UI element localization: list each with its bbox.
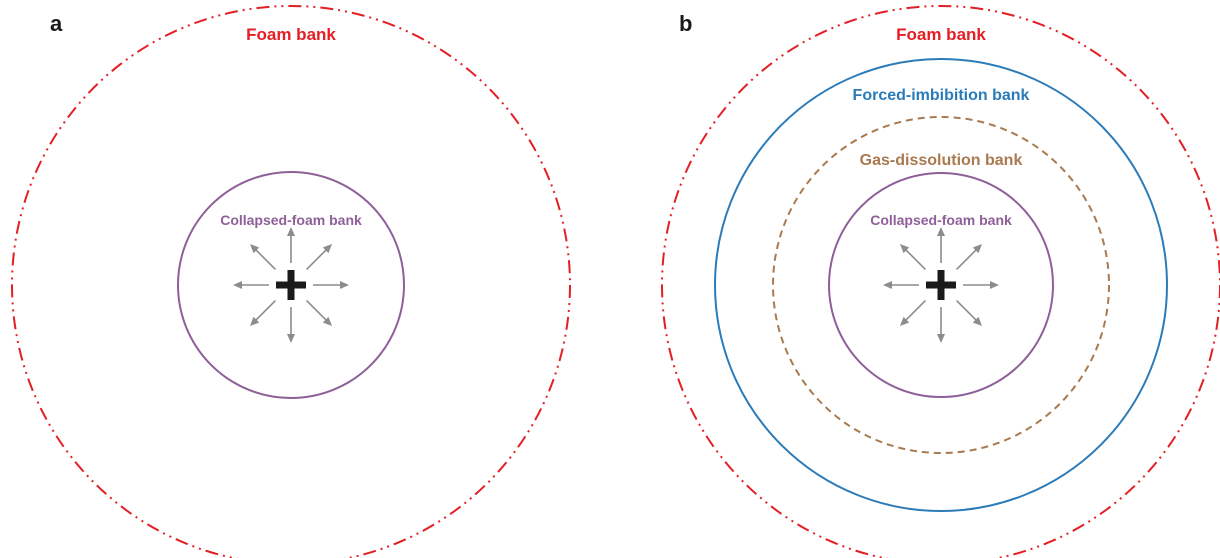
- collapsed-foam-bank-boundary: [177, 171, 405, 399]
- plus-icon: [276, 270, 306, 300]
- foam-bank-label: Foam bank: [896, 25, 986, 44]
- panel-a-label: a: [50, 11, 63, 36]
- collapsed-foam-bank-label: Collapsed-foam bank: [220, 212, 362, 228]
- panel-b-label: b: [679, 11, 692, 36]
- plus-icon: [926, 270, 956, 300]
- panel-a: a Foam bank Collapsed-foam bank: [11, 5, 571, 558]
- collapsed-foam-bank-boundary: [828, 172, 1054, 398]
- forced-imbibition-bank-boundary: [714, 58, 1168, 512]
- foam-bank-boundary: [661, 5, 1220, 558]
- forced-imbibition-bank-label: Forced-imbibition bank: [853, 87, 1030, 104]
- collapsed-foam-bank-label: Collapsed-foam bank: [870, 212, 1012, 228]
- foam-bank-boundary: [11, 5, 571, 558]
- foam-bank-label: Foam bank: [246, 25, 336, 44]
- gas-dissolution-bank-label: Gas-dissolution bank: [860, 152, 1023, 169]
- gas-dissolution-bank-boundary: [772, 116, 1110, 454]
- panel-b: b Foam bank Forced-imbibition bank Gas-d…: [661, 5, 1220, 558]
